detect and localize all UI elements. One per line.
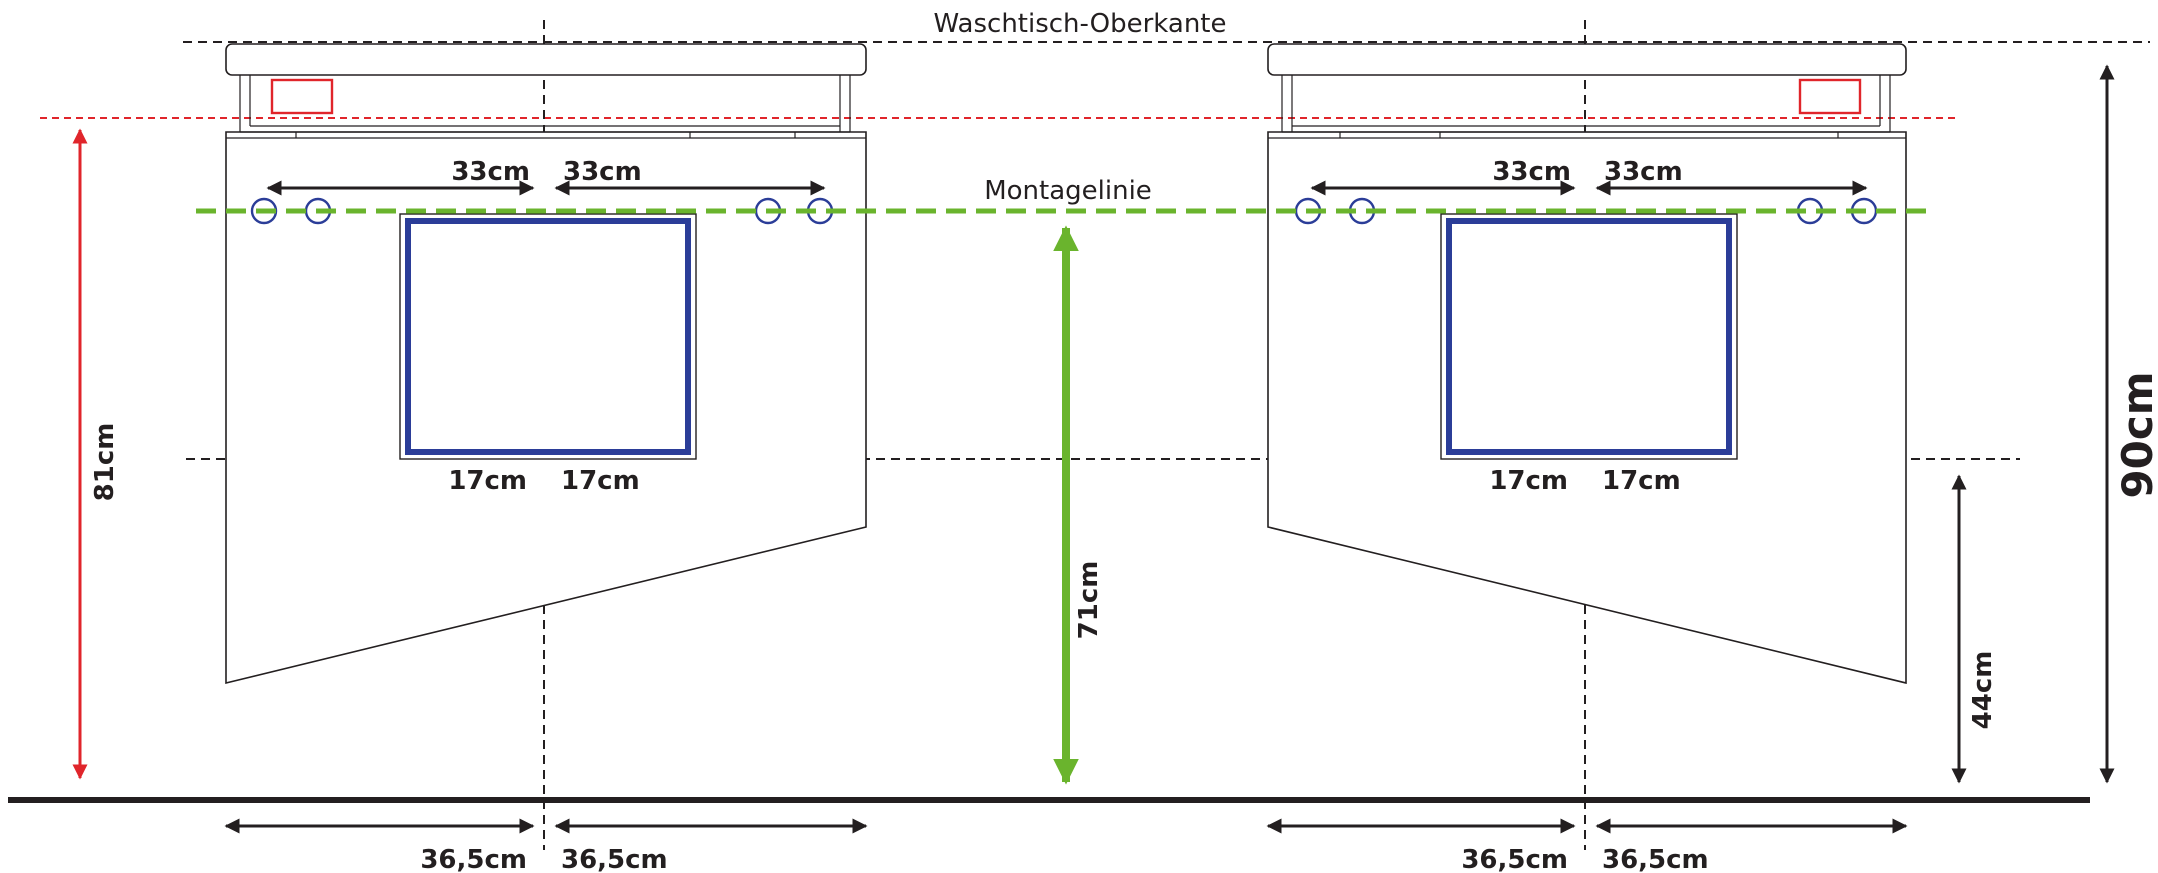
right-siphon-box [1798, 78, 1862, 115]
right-hole-label-right: 33cm [1604, 157, 1683, 187]
left-drawer-label-left: 17cm [448, 466, 527, 496]
left-drawer [405, 218, 691, 455]
left-width-label-right: 36,5cm [561, 845, 668, 873]
right-drawer-frame [1440, 213, 1738, 460]
top-edge-label: Waschtisch-Oberkante [934, 9, 1227, 39]
red-height-label: 81cm [90, 423, 120, 502]
left-hole-label-left: 33cm [451, 157, 530, 187]
green-height-label: 71cm [1074, 561, 1104, 640]
left-drawer-label-right: 17cm [561, 466, 640, 496]
mounting-line-label: Montagelinie [984, 176, 1152, 206]
right-unit: 33cm 33cm 17cm 17cm 36,5cm 36,5cm [1266, 43, 1908, 873]
left-width-label-left: 36,5cm [420, 845, 527, 873]
left-countertop [225, 43, 867, 76]
right-drawer [1446, 218, 1732, 455]
left-basin-bracket [226, 75, 866, 139]
left-hole-label-right: 33cm [563, 157, 642, 187]
right-hole-label-left: 33cm [1492, 157, 1571, 187]
left-siphon-box [270, 78, 334, 115]
small-height-label: 44cm [1968, 651, 1998, 730]
right-drawer-label-left: 17cm [1489, 466, 1568, 496]
right-width-label-left: 36,5cm [1461, 845, 1568, 873]
total-height-label: 90cm [2113, 371, 2158, 498]
right-basin-bracket [1268, 75, 1906, 139]
right-width-label-right: 36,5cm [1602, 845, 1709, 873]
left-drawer-frame [399, 213, 697, 460]
right-drawer-label-right: 17cm [1602, 466, 1681, 496]
left-unit: 33cm 33cm 17cm 17cm 36,5cm 36,5cm [224, 43, 868, 873]
right-countertop [1267, 43, 1907, 76]
